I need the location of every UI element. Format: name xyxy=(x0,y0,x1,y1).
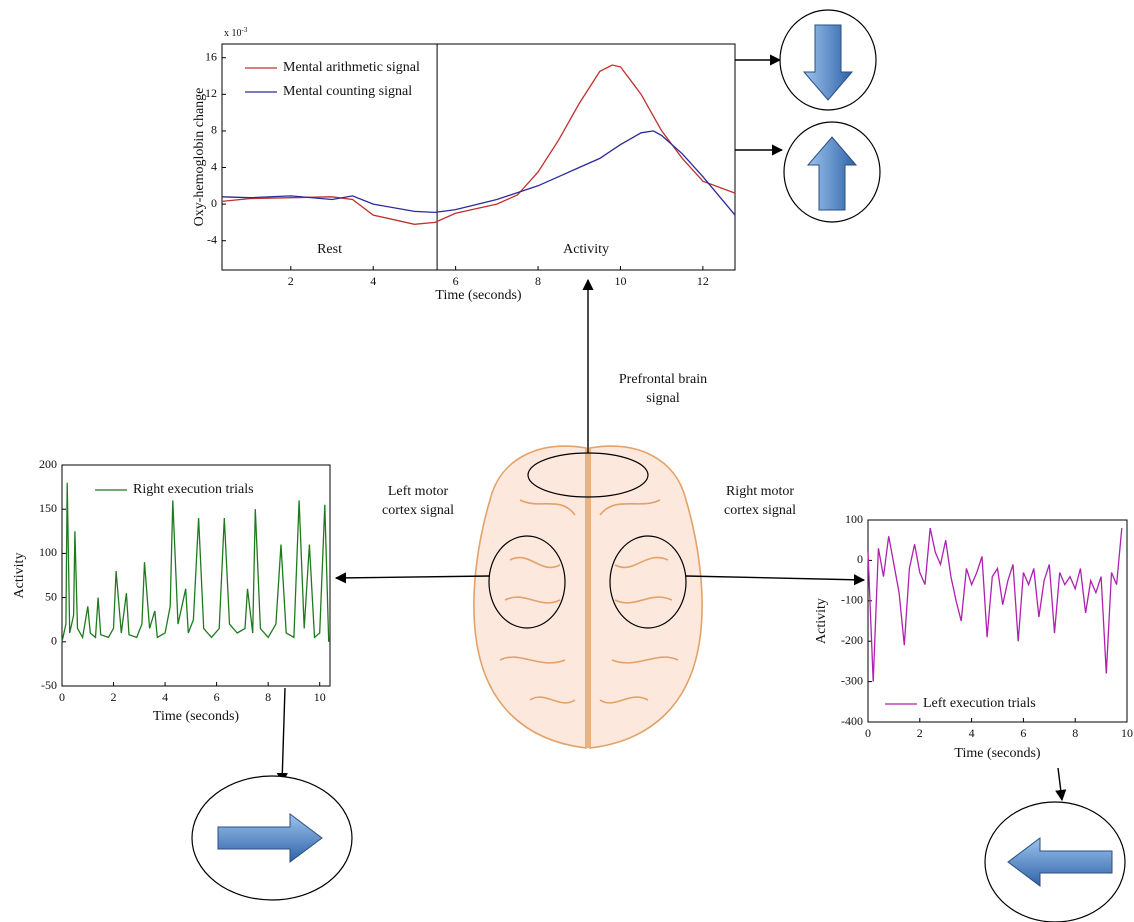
legend-label: Right execution trials xyxy=(133,482,254,497)
region-label: cortex signal xyxy=(724,503,796,518)
x-tick-label: 2 xyxy=(111,690,117,704)
x-axis-label: Time (seconds) xyxy=(954,746,1041,761)
x-tick-label: 2 xyxy=(288,274,294,288)
region-label: Prefrontal brain xyxy=(619,372,707,387)
axis-exponent: x 10-3 xyxy=(224,26,248,40)
y-axis-label: Oxy-hemoglobin change xyxy=(192,88,207,227)
x-tick-label: 6 xyxy=(453,274,459,288)
exponent-power: -3 xyxy=(242,26,248,34)
y-tick-label: 150 xyxy=(39,501,57,515)
exponent-base: x 10 xyxy=(224,28,242,39)
plot-area xyxy=(867,519,1128,723)
x-tick-label: 10 xyxy=(314,690,326,704)
legend-label: Left execution trials xyxy=(923,696,1036,711)
y-tick-label: 8 xyxy=(211,123,217,137)
series-line xyxy=(221,130,736,216)
x-tick-label: 8 xyxy=(535,274,541,288)
x-tick-label: 4 xyxy=(370,274,376,288)
brain xyxy=(473,445,703,749)
x-tick-label: 0 xyxy=(59,690,65,704)
region-label: cortex signal xyxy=(382,503,454,518)
y-tick-label: 0 xyxy=(857,552,863,566)
x-tick-label: 12 xyxy=(697,274,709,288)
series-line xyxy=(867,527,1123,682)
x-tick-label: 4 xyxy=(969,726,975,740)
y-tick-label: 0 xyxy=(51,634,57,648)
y-axis-label: Activity xyxy=(814,598,829,644)
y-tick-label: -4 xyxy=(207,232,217,246)
plot-area xyxy=(221,43,736,271)
x-tick-label: 10 xyxy=(1121,726,1133,740)
x-tick-label: 8 xyxy=(265,690,271,704)
phase-label: Activity xyxy=(563,242,609,257)
x-tick-label: 0 xyxy=(865,726,871,740)
y-tick-label: 0 xyxy=(211,196,217,210)
y-tick-label: 12 xyxy=(205,86,217,100)
y-tick-label: 50 xyxy=(45,589,57,603)
y-tick-label: 16 xyxy=(205,49,217,63)
region-label: signal xyxy=(646,391,680,406)
y-tick-label: -50 xyxy=(41,678,57,692)
legend-label: Mental counting signal xyxy=(283,84,412,99)
x-tick-label: 4 xyxy=(162,690,168,704)
series-line xyxy=(61,482,330,642)
region-label: Right motor xyxy=(726,484,794,499)
y-axis-label: Activity xyxy=(12,553,27,599)
x-tick-label: 6 xyxy=(214,690,220,704)
y-tick-label: 200 xyxy=(39,457,57,471)
y-tick-label: 100 xyxy=(39,545,57,559)
y-tick-label: 4 xyxy=(211,159,217,173)
x-tick-label: 8 xyxy=(1072,726,1078,740)
phase-label: Rest xyxy=(317,242,342,257)
x-axis-label: Time (seconds) xyxy=(153,709,240,724)
direction-arrows xyxy=(217,24,1113,887)
legend-label: Mental arithmetic signal xyxy=(283,60,420,75)
y-tick-label: 100 xyxy=(845,512,863,526)
region-label: Left motor xyxy=(388,484,449,499)
x-tick-label: 6 xyxy=(1020,726,1026,740)
x-tick-label: 10 xyxy=(614,274,626,288)
y-tick-label: -400 xyxy=(841,714,863,728)
y-tick-label: -100 xyxy=(841,593,863,607)
y-tick-label: -200 xyxy=(841,633,863,647)
x-axis-label: Time (seconds) xyxy=(435,288,522,303)
y-tick-label: -300 xyxy=(841,673,863,687)
x-tick-label: 2 xyxy=(917,726,923,740)
